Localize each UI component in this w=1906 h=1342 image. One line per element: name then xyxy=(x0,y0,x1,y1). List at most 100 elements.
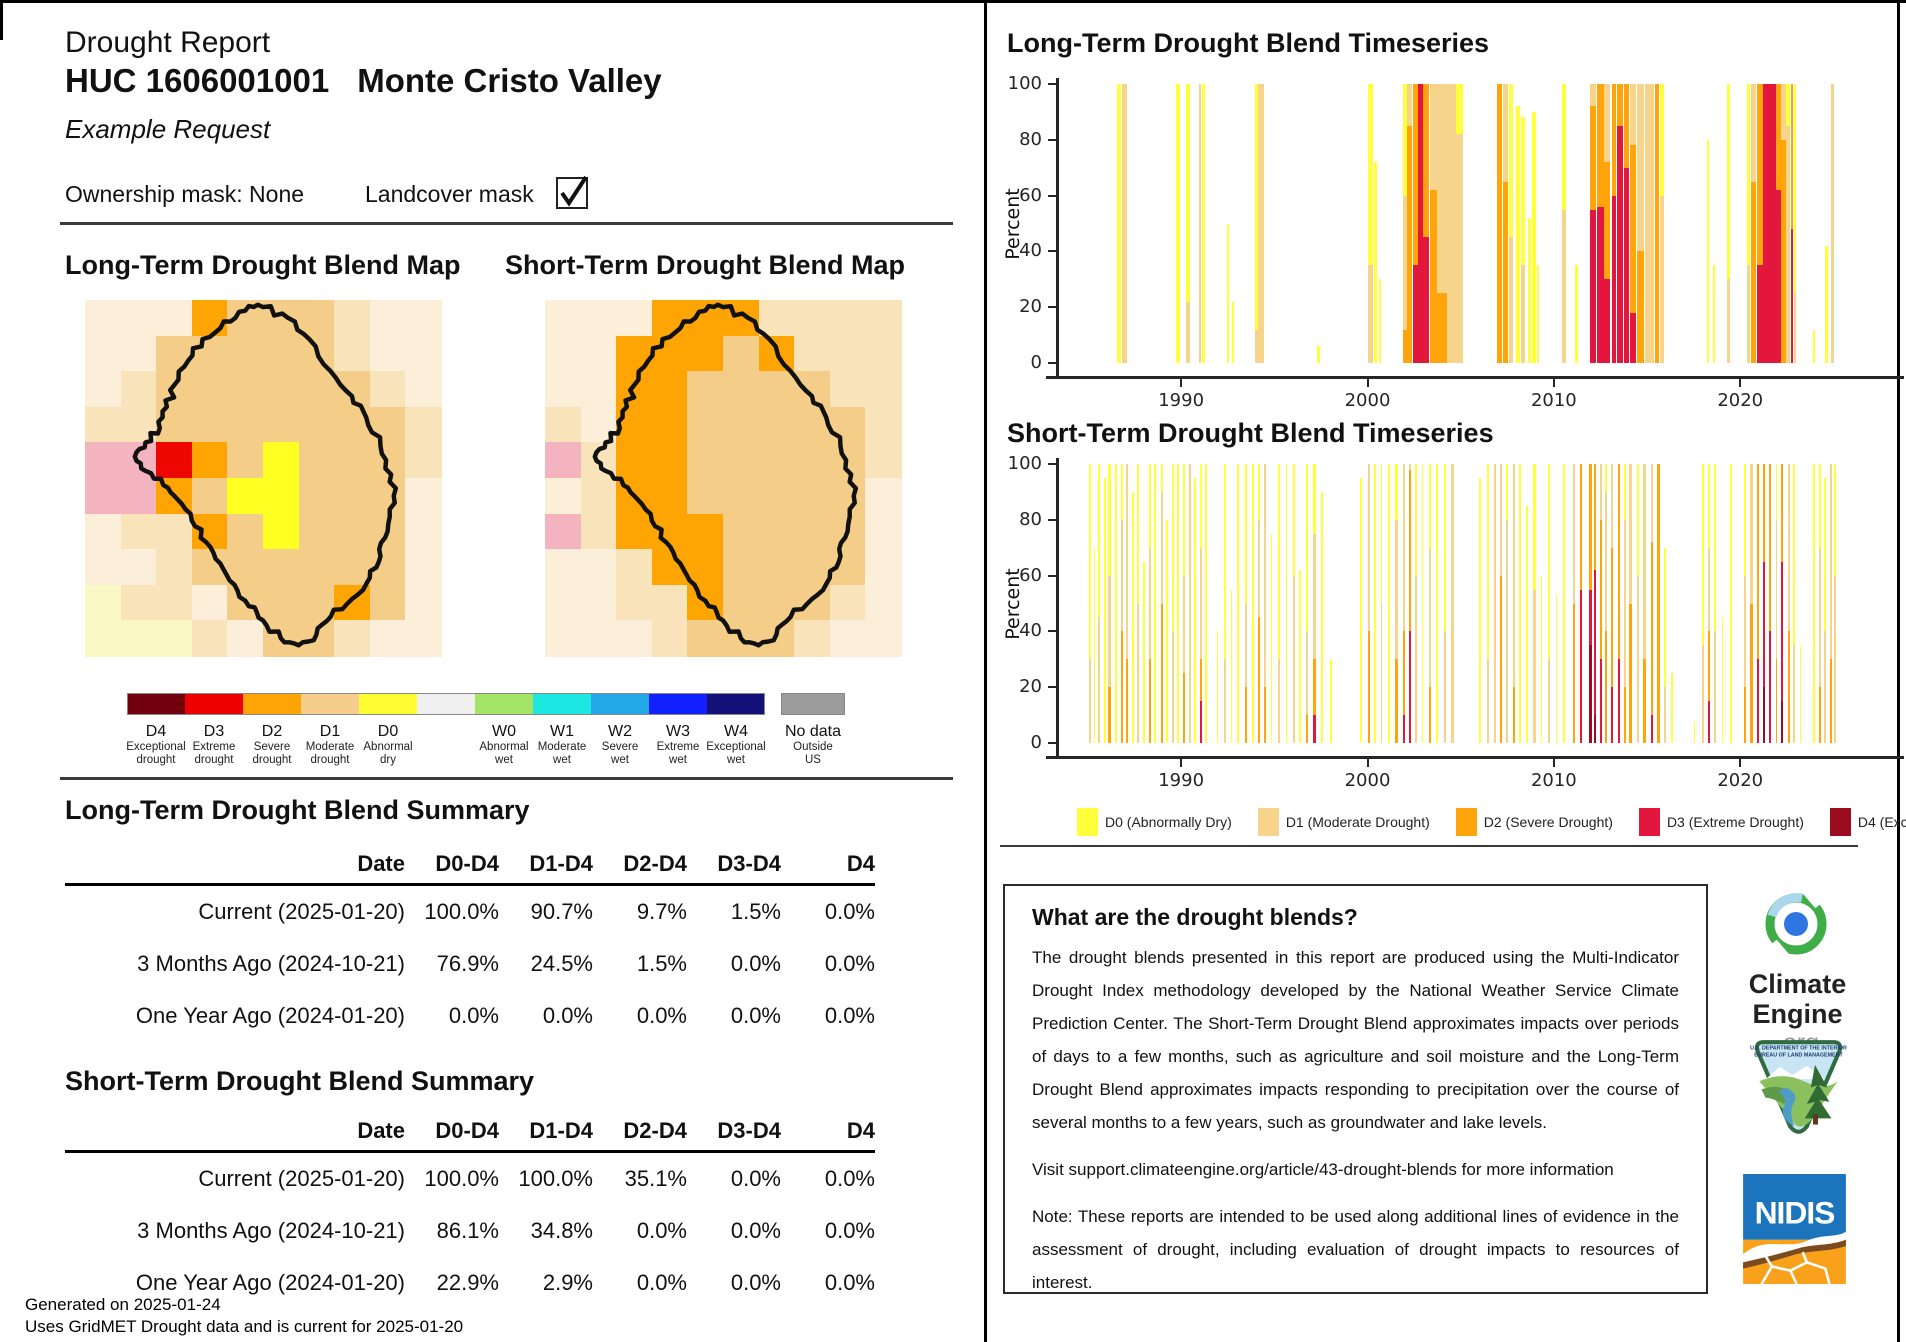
watershed-outline xyxy=(132,302,399,648)
map-cell xyxy=(723,513,760,550)
map-cell xyxy=(545,549,582,586)
x-tick-label: 2020 xyxy=(1717,770,1764,791)
table-cell: 3 Months Ago (2024-10-21) xyxy=(137,951,405,976)
map-cell xyxy=(298,300,335,337)
map-cell xyxy=(865,442,902,479)
x-tick xyxy=(1366,759,1369,767)
map-cell xyxy=(580,335,617,372)
ts-bar xyxy=(1575,265,1578,363)
ts-bar xyxy=(1421,464,1424,743)
ts-bar xyxy=(1812,329,1815,363)
ts-bar xyxy=(1415,575,1417,743)
map-cell xyxy=(191,620,229,657)
short-term-drought-map xyxy=(545,300,902,657)
ts-bar xyxy=(1486,464,1489,743)
map-cell xyxy=(829,335,867,372)
map-cell xyxy=(794,300,831,337)
map-cell xyxy=(687,335,724,372)
ts-bar xyxy=(1671,673,1673,743)
legend-label: D0 (Abnormally Dry) xyxy=(1105,814,1232,830)
ts-bar xyxy=(1757,464,1760,743)
map-cell xyxy=(156,442,193,479)
ts-bar xyxy=(1604,279,1610,363)
report-subtitle: Example Request xyxy=(65,114,271,144)
ts-bar xyxy=(1605,491,1607,743)
legend-swatch xyxy=(1638,808,1660,836)
map-cell xyxy=(298,549,335,586)
table-cell: 86.1% xyxy=(436,1218,499,1243)
x-tick-label: 2010 xyxy=(1530,390,1577,411)
map-cell xyxy=(156,513,193,550)
map-cell xyxy=(156,584,193,622)
map-cell xyxy=(580,513,617,550)
map-cell xyxy=(156,549,193,586)
map-cell xyxy=(263,478,300,515)
ts-bar xyxy=(1176,84,1180,363)
map-cell xyxy=(758,478,795,515)
ts-bar xyxy=(1437,293,1447,363)
ts-bar xyxy=(1244,603,1247,743)
ts-bar xyxy=(1775,519,1778,743)
map-cell xyxy=(758,584,795,622)
map-cell xyxy=(545,442,582,479)
ts-bar xyxy=(1244,687,1247,743)
ts-bar xyxy=(1098,464,1101,743)
map-cell xyxy=(687,371,724,408)
colorbar-segment-W4 xyxy=(707,693,765,715)
nidis-logo: NIDIS xyxy=(1743,1174,1846,1289)
ts-bar xyxy=(1643,659,1646,743)
ts-bar xyxy=(1548,464,1551,743)
ts-bar xyxy=(1185,84,1190,363)
info-box-note: Note: These reports are intended to be u… xyxy=(1032,1207,1679,1292)
map-cell xyxy=(545,620,582,657)
climate-engine-icon xyxy=(1765,889,1827,959)
map-cell xyxy=(687,478,724,515)
ts-bar xyxy=(1824,631,1826,743)
ts-bar xyxy=(1610,547,1613,743)
map-cell xyxy=(85,406,122,444)
ts-bar xyxy=(1775,190,1782,363)
y-tick-label: 0 xyxy=(1030,732,1042,753)
ts-bar xyxy=(1088,659,1091,743)
map-cell xyxy=(298,584,335,622)
colorbar-segment-W0 xyxy=(475,693,533,715)
colorbar-label-W1: W1 Moderate wet xyxy=(537,723,587,766)
table-row: One Year Ago (2024-01-20) 22.9% 2.9% 0.0% 0.… xyxy=(65,1257,875,1309)
table-cell: 0.0% xyxy=(824,899,875,924)
map-cell xyxy=(723,406,760,444)
ts-bar xyxy=(1555,595,1558,743)
legend-swatch xyxy=(1077,808,1098,836)
ts-bar xyxy=(1226,223,1230,363)
map-cell xyxy=(227,513,264,550)
ts-bar xyxy=(1216,631,1219,743)
map-cell xyxy=(794,513,831,550)
map-cell xyxy=(616,584,653,622)
colorbar-segment-D1 xyxy=(301,693,359,715)
ts-bar xyxy=(1618,464,1621,743)
ts-bar xyxy=(1417,84,1424,363)
short-term-map-title: Short-Term Drought Blend Map xyxy=(505,250,905,280)
ts-bar xyxy=(1494,464,1497,743)
ts-bar xyxy=(1702,645,1704,743)
ts-bar xyxy=(1194,477,1197,743)
map-cell xyxy=(85,478,122,515)
blm-logo: U.S. DEPARTMENT OF THE INTERIOR BUREAU O… xyxy=(1747,1038,1850,1143)
ts-bar xyxy=(1636,84,1645,363)
ts-bar xyxy=(1818,547,1821,743)
timeseries-legend-divider xyxy=(1000,845,1858,847)
ts-bar xyxy=(1563,464,1566,743)
map-cell xyxy=(829,620,867,657)
map-cell xyxy=(723,371,760,408)
map-cell xyxy=(334,300,371,337)
ts-bar xyxy=(1599,659,1602,743)
landcover-mask-checkbox[interactable] xyxy=(556,175,588,209)
ts-bar xyxy=(1278,464,1280,743)
ts-bar xyxy=(1512,464,1516,743)
y-tick-label: 20 xyxy=(1019,296,1042,318)
ts-bar xyxy=(1650,715,1653,743)
map-cell xyxy=(369,335,407,372)
column-header: D2-D4 xyxy=(593,1112,687,1153)
map-cell xyxy=(120,513,157,550)
y-tick-label: 60 xyxy=(1019,184,1042,206)
table-cell: 0.0% xyxy=(824,1270,875,1295)
